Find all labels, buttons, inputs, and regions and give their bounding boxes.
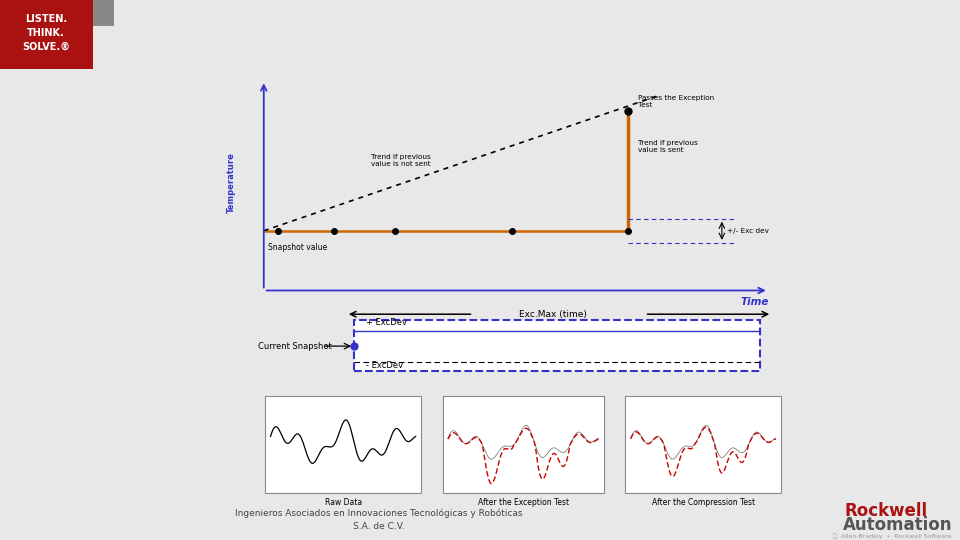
Bar [265, 396, 421, 494]
Bar [93, 0, 114, 26]
Text: Trend if previous
value is sent: Trend if previous value is sent [637, 140, 698, 153]
Text: Passes the Exception
Test: Passes the Exception Test [637, 94, 714, 107]
Text: ARQUITECTURA SISTEMA DE MONITOREO REMOTO: ARQUITECTURA SISTEMA DE MONITOREO REMOTO [280, 25, 776, 44]
Text: - ExcDev: - ExcDev [366, 361, 403, 370]
Text: Temperature: Temperature [227, 153, 235, 213]
Text: LISTEN.
THINK.
SOLVE.®: LISTEN. THINK. SOLVE.® [22, 14, 70, 52]
Text: Snapshot value: Snapshot value [269, 243, 327, 252]
Bar [625, 396, 781, 494]
FancyBboxPatch shape [354, 320, 760, 370]
Text: +/- Exc dev: +/- Exc dev [727, 228, 768, 234]
Text: Ⓐ  Allen-Bradley  •  Rockwell Software: Ⓐ Allen-Bradley • Rockwell Software [833, 533, 952, 539]
Text: Ingenieros Asociados en Innovaciones Tecnológicas y Robóticas
S.A. de C.V.: Ingenieros Asociados en Innovaciones Tec… [235, 508, 523, 531]
Text: Rockwell: Rockwell [845, 502, 927, 520]
Text: After the Exception Test: After the Exception Test [478, 498, 568, 507]
Text: Current Snapshot: Current Snapshot [258, 342, 332, 350]
Text: Trend if previous
value is not sent: Trend if previous value is not sent [372, 154, 431, 167]
Text: Raw Data: Raw Data [324, 498, 362, 507]
Bar [0, 0, 93, 69]
Text: After the Compression Test: After the Compression Test [652, 498, 755, 507]
Bar [443, 396, 604, 494]
Text: Exc.Max (time): Exc.Max (time) [519, 310, 587, 319]
Text: Time: Time [740, 298, 769, 307]
Text: Automation: Automation [843, 516, 952, 534]
Text: + ExcDev: + ExcDev [366, 318, 407, 327]
